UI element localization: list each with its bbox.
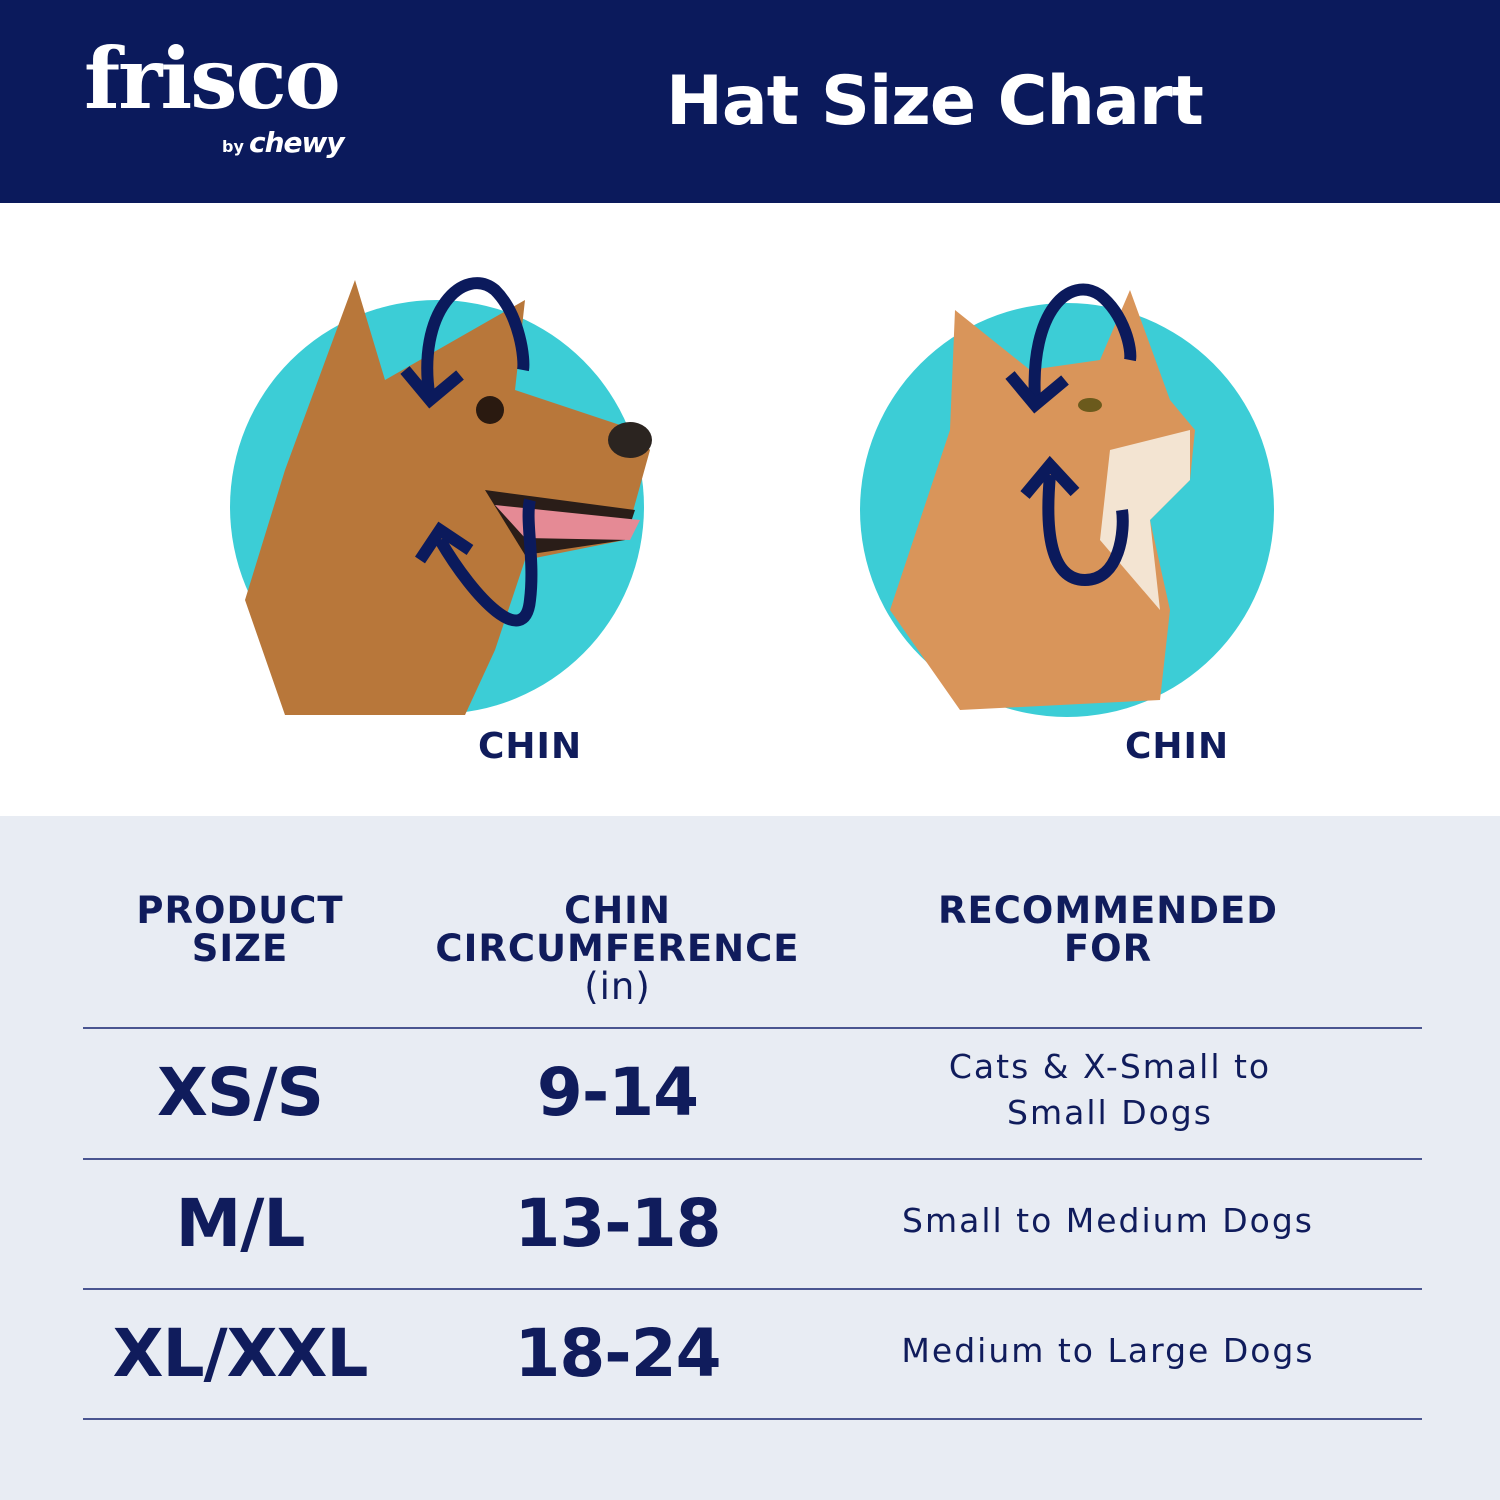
size-table: PRODUCT SIZE CHIN CIRCUMFERENCE (in) RECOM…: [0, 816, 1500, 1500]
header-recommended-for: RECOMMENDED FOR: [908, 892, 1308, 968]
row-size: XL/XXL: [112, 1315, 369, 1392]
row-recommended: Medium to Large Dogs: [901, 1331, 1315, 1370]
header-unit: (in): [584, 965, 651, 1008]
logo-chewy: chewy: [248, 126, 345, 159]
header-banner: frisco by chewy Hat Size Chart: [0, 0, 1500, 203]
page-title: Hat Size Chart: [666, 62, 1204, 141]
header-line: FOR: [1063, 927, 1153, 970]
header-line: RECOMMENDED: [938, 889, 1278, 932]
row-chin: 9-14: [536, 1054, 699, 1131]
header-product-size: PRODUCT SIZE: [90, 892, 390, 968]
divider: [83, 1158, 1422, 1160]
header-line: PRODUCT: [136, 889, 344, 932]
row-size: XS/S: [156, 1054, 324, 1131]
header-chin-circumference: CHIN CIRCUMFERENCE (in): [420, 892, 815, 1006]
divider: [83, 1288, 1422, 1290]
logo-by: by: [222, 137, 244, 156]
measure-arrows-icon: [400, 277, 538, 627]
divider: [83, 1027, 1422, 1029]
row-recommended: Small to Medium Dogs: [902, 1201, 1314, 1240]
divider: [83, 1418, 1422, 1420]
logo-wordmark: frisco: [84, 29, 341, 128]
measure-arrows-icon: [1005, 283, 1137, 587]
row-chin: 13-18: [514, 1185, 721, 1262]
frisco-logo: frisco by chewy: [84, 29, 345, 160]
dog-chin-label: CHIN: [478, 726, 583, 767]
row-size: M/L: [175, 1185, 306, 1262]
dog-photo: [225, 270, 665, 720]
logo-subtitle: by chewy: [222, 126, 345, 159]
row-chin: 18-24: [514, 1315, 721, 1392]
row-recommended: Cats & X-Small to Small Dogs: [948, 1047, 1272, 1132]
cat-photo: [860, 280, 1280, 720]
header-line: SIZE: [191, 927, 289, 970]
cat-chin-label: CHIN: [1125, 726, 1230, 767]
header-line: CHIN: [564, 889, 671, 932]
header-line: CIRCUMFERENCE: [435, 927, 800, 970]
